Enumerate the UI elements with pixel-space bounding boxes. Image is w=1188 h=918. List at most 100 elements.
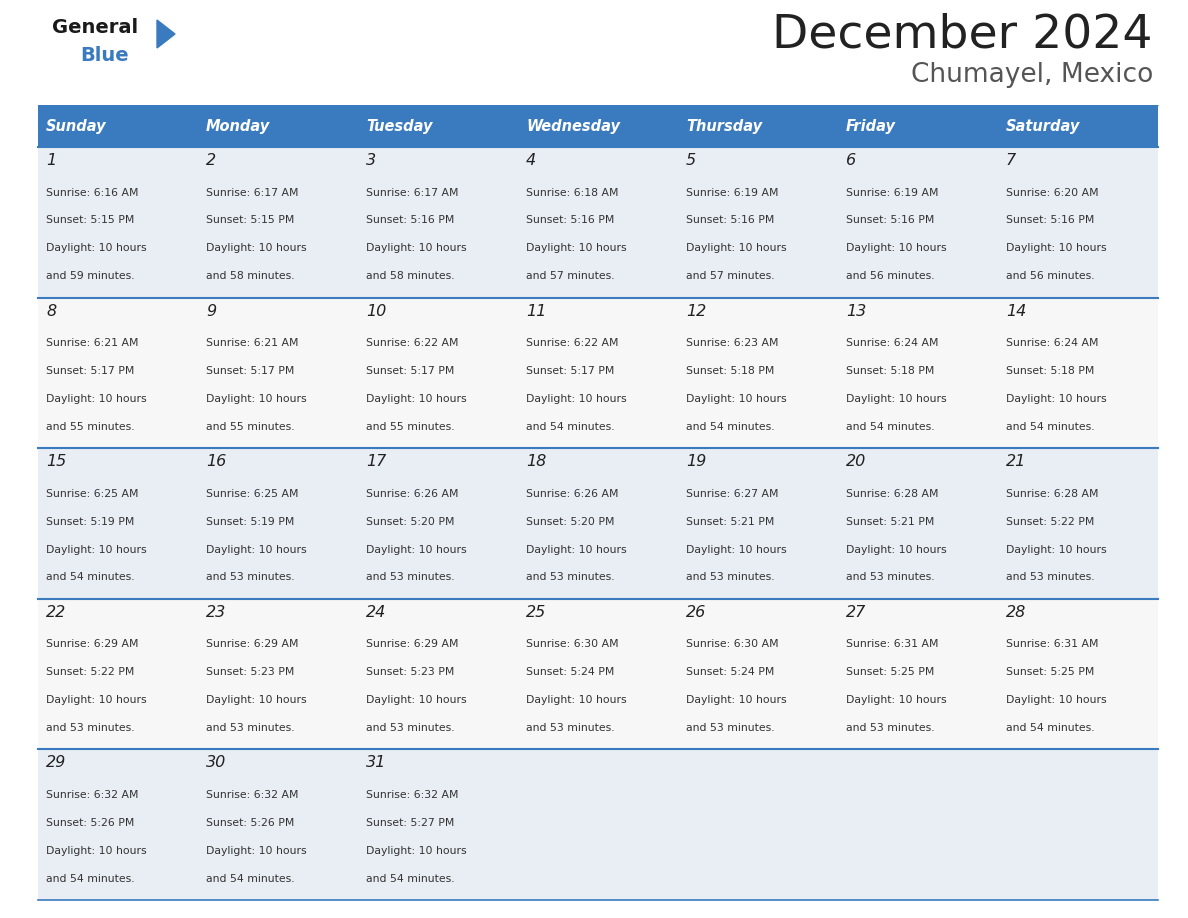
Text: and 53 minutes.: and 53 minutes. <box>1006 573 1094 582</box>
Text: Sunrise: 6:29 AM: Sunrise: 6:29 AM <box>206 640 298 649</box>
Text: Sunrise: 6:19 AM: Sunrise: 6:19 AM <box>846 187 939 197</box>
Text: Daylight: 10 hours: Daylight: 10 hours <box>1006 243 1107 253</box>
Text: Sunrise: 6:32 AM: Sunrise: 6:32 AM <box>46 790 139 800</box>
Text: and 53 minutes.: and 53 minutes. <box>206 573 295 582</box>
Text: 5: 5 <box>685 153 696 168</box>
Text: Sunset: 5:18 PM: Sunset: 5:18 PM <box>1006 366 1094 376</box>
Text: and 54 minutes.: and 54 minutes. <box>206 874 295 884</box>
Text: Sunrise: 6:32 AM: Sunrise: 6:32 AM <box>366 790 459 800</box>
Text: Sunrise: 6:31 AM: Sunrise: 6:31 AM <box>1006 640 1099 649</box>
Text: Sunrise: 6:17 AM: Sunrise: 6:17 AM <box>206 187 298 197</box>
Text: and 56 minutes.: and 56 minutes. <box>1006 271 1094 281</box>
Text: 30: 30 <box>206 756 226 770</box>
Text: and 54 minutes.: and 54 minutes. <box>1006 422 1094 431</box>
Text: Sunset: 5:27 PM: Sunset: 5:27 PM <box>366 818 454 828</box>
Text: Sunrise: 6:23 AM: Sunrise: 6:23 AM <box>685 338 778 348</box>
Text: Sunrise: 6:30 AM: Sunrise: 6:30 AM <box>526 640 619 649</box>
Text: Daylight: 10 hours: Daylight: 10 hours <box>1006 695 1107 705</box>
Text: Sunset: 5:20 PM: Sunset: 5:20 PM <box>526 517 614 527</box>
Text: 23: 23 <box>206 605 226 620</box>
Text: and 53 minutes.: and 53 minutes. <box>846 573 935 582</box>
Text: Sunset: 5:25 PM: Sunset: 5:25 PM <box>1006 667 1094 677</box>
Text: 21: 21 <box>1006 454 1026 469</box>
Text: Daylight: 10 hours: Daylight: 10 hours <box>685 695 786 705</box>
Text: Thursday: Thursday <box>685 118 763 133</box>
Text: Sunset: 5:20 PM: Sunset: 5:20 PM <box>366 517 455 527</box>
Text: 26: 26 <box>685 605 706 620</box>
Text: Daylight: 10 hours: Daylight: 10 hours <box>526 544 626 554</box>
Text: Sunrise: 6:16 AM: Sunrise: 6:16 AM <box>46 187 139 197</box>
Text: 7: 7 <box>1006 153 1016 168</box>
Text: Sunset: 5:24 PM: Sunset: 5:24 PM <box>685 667 775 677</box>
Text: Daylight: 10 hours: Daylight: 10 hours <box>526 695 626 705</box>
Text: and 53 minutes.: and 53 minutes. <box>526 723 614 733</box>
Text: Sunrise: 6:26 AM: Sunrise: 6:26 AM <box>366 489 459 498</box>
Text: 8: 8 <box>46 304 56 319</box>
Text: and 57 minutes.: and 57 minutes. <box>685 271 775 281</box>
Text: Sunset: 5:16 PM: Sunset: 5:16 PM <box>366 216 454 226</box>
Text: Sunset: 5:26 PM: Sunset: 5:26 PM <box>46 818 134 828</box>
Text: and 54 minutes.: and 54 minutes. <box>526 422 614 431</box>
Text: Sunrise: 6:24 AM: Sunrise: 6:24 AM <box>1006 338 1099 348</box>
Text: Tuesday: Tuesday <box>366 118 432 133</box>
Text: Sunrise: 6:25 AM: Sunrise: 6:25 AM <box>206 489 298 498</box>
Text: Daylight: 10 hours: Daylight: 10 hours <box>46 845 146 856</box>
Text: and 53 minutes.: and 53 minutes. <box>366 723 455 733</box>
Text: Blue: Blue <box>80 46 128 65</box>
Bar <box>198 105 358 147</box>
Text: and 53 minutes.: and 53 minutes. <box>685 723 775 733</box>
Bar <box>38 448 1158 599</box>
Text: and 55 minutes.: and 55 minutes. <box>46 422 134 431</box>
Text: and 54 minutes.: and 54 minutes. <box>685 422 775 431</box>
Text: Sunrise: 6:21 AM: Sunrise: 6:21 AM <box>206 338 298 348</box>
Text: and 56 minutes.: and 56 minutes. <box>846 271 935 281</box>
Text: 24: 24 <box>366 605 386 620</box>
Text: 20: 20 <box>846 454 866 469</box>
Text: Daylight: 10 hours: Daylight: 10 hours <box>46 695 146 705</box>
Text: Sunset: 5:21 PM: Sunset: 5:21 PM <box>685 517 775 527</box>
Text: Sunset: 5:17 PM: Sunset: 5:17 PM <box>206 366 295 376</box>
Text: Daylight: 10 hours: Daylight: 10 hours <box>526 394 626 404</box>
Text: Daylight: 10 hours: Daylight: 10 hours <box>685 243 786 253</box>
Text: Daylight: 10 hours: Daylight: 10 hours <box>846 243 947 253</box>
Text: Daylight: 10 hours: Daylight: 10 hours <box>846 394 947 404</box>
Text: and 55 minutes.: and 55 minutes. <box>206 422 295 431</box>
Bar <box>678 105 838 147</box>
Text: Sunrise: 6:20 AM: Sunrise: 6:20 AM <box>1006 187 1099 197</box>
Text: Sunrise: 6:32 AM: Sunrise: 6:32 AM <box>206 790 298 800</box>
Bar <box>38 297 1158 448</box>
Text: and 58 minutes.: and 58 minutes. <box>366 271 455 281</box>
Text: Daylight: 10 hours: Daylight: 10 hours <box>206 695 307 705</box>
Text: Daylight: 10 hours: Daylight: 10 hours <box>366 544 467 554</box>
Text: and 58 minutes.: and 58 minutes. <box>206 271 295 281</box>
Text: Daylight: 10 hours: Daylight: 10 hours <box>46 544 146 554</box>
Bar <box>838 105 998 147</box>
Text: Daylight: 10 hours: Daylight: 10 hours <box>846 544 947 554</box>
Text: Daylight: 10 hours: Daylight: 10 hours <box>46 394 146 404</box>
Bar <box>38 749 1158 900</box>
Text: Sunset: 5:22 PM: Sunset: 5:22 PM <box>1006 517 1094 527</box>
Text: Sunset: 5:17 PM: Sunset: 5:17 PM <box>46 366 134 376</box>
Text: Sunrise: 6:27 AM: Sunrise: 6:27 AM <box>685 489 778 498</box>
Text: 6: 6 <box>846 153 857 168</box>
Text: and 54 minutes.: and 54 minutes. <box>46 573 134 582</box>
Text: Sunrise: 6:28 AM: Sunrise: 6:28 AM <box>846 489 939 498</box>
Text: Sunrise: 6:19 AM: Sunrise: 6:19 AM <box>685 187 778 197</box>
Text: Sunset: 5:16 PM: Sunset: 5:16 PM <box>1006 216 1094 226</box>
Text: 2: 2 <box>206 153 216 168</box>
Text: and 53 minutes.: and 53 minutes. <box>206 723 295 733</box>
Text: Daylight: 10 hours: Daylight: 10 hours <box>846 695 947 705</box>
Text: 31: 31 <box>366 756 386 770</box>
Text: 13: 13 <box>846 304 866 319</box>
Text: Sunrise: 6:21 AM: Sunrise: 6:21 AM <box>46 338 139 348</box>
Text: 22: 22 <box>46 605 67 620</box>
Text: Sunset: 5:16 PM: Sunset: 5:16 PM <box>685 216 775 226</box>
Text: 25: 25 <box>526 605 546 620</box>
Bar <box>38 105 198 147</box>
Text: 3: 3 <box>366 153 377 168</box>
Text: Daylight: 10 hours: Daylight: 10 hours <box>366 695 467 705</box>
Text: Sunset: 5:15 PM: Sunset: 5:15 PM <box>206 216 295 226</box>
Text: Sunrise: 6:29 AM: Sunrise: 6:29 AM <box>366 640 459 649</box>
Text: 19: 19 <box>685 454 706 469</box>
Text: 15: 15 <box>46 454 67 469</box>
